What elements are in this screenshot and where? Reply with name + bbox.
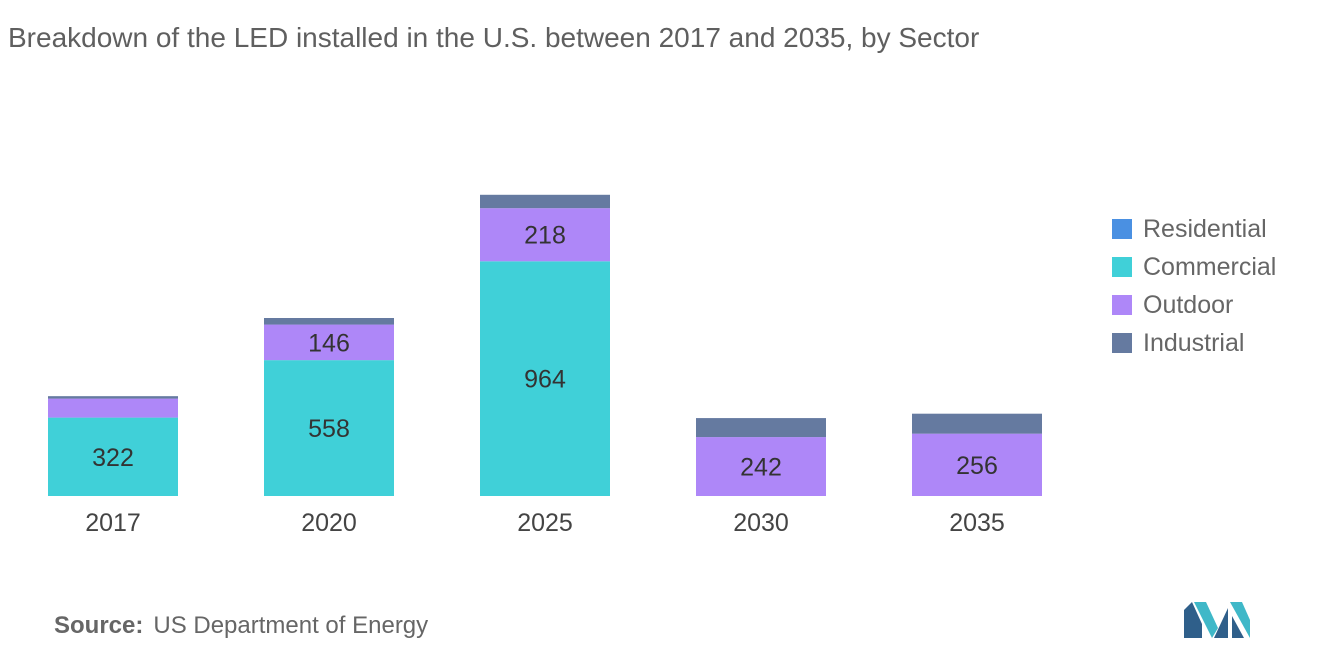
data-label-outdoor-2025: 218 xyxy=(524,222,566,250)
legend-swatch-residential xyxy=(1112,219,1132,239)
legend-label-commercial: Commercial xyxy=(1143,252,1277,281)
bar-commercial-2020 xyxy=(264,360,394,496)
legend-item-residential: Residential xyxy=(1112,210,1276,248)
legend-item-commercial: Commercial xyxy=(1112,248,1276,286)
data-label-outdoor-2030: 242 xyxy=(740,454,782,482)
source-text: US Department of Energy xyxy=(153,612,429,639)
bar-outdoor-2035 xyxy=(912,433,1042,496)
data-label-outdoor-2035: 256 xyxy=(956,452,998,480)
data-label-outdoor-2020: 146 xyxy=(308,329,350,357)
legend-label-residential: Residential xyxy=(1143,214,1267,243)
x-tick-label-2017: 2017 xyxy=(85,509,141,537)
bar-commercial-2025 xyxy=(480,261,610,496)
brand-logo xyxy=(1184,602,1250,638)
bar-industrial-2025 xyxy=(480,194,610,209)
x-tick-label-2020: 2020 xyxy=(301,509,357,537)
x-tick-label-2025: 2025 xyxy=(517,509,573,537)
bar-outdoor-2017 xyxy=(48,398,178,418)
data-label-commercial-2020: 558 xyxy=(308,415,350,443)
data-label-commercial-2025: 964 xyxy=(524,366,566,394)
legend-label-outdoor: Outdoor xyxy=(1143,290,1234,319)
source-label: Source: xyxy=(54,612,144,639)
bar-industrial-2017 xyxy=(48,396,178,399)
bar-outdoor-2025 xyxy=(480,208,610,262)
legend: Residential Commercial Outdoor Industria… xyxy=(1112,210,1276,362)
bar-industrial-2030 xyxy=(696,418,826,438)
legend-swatch-commercial xyxy=(1112,257,1132,277)
legend-swatch-industrial xyxy=(1112,333,1132,353)
x-tick-label-2035: 2035 xyxy=(949,509,1005,537)
data-label-commercial-2017: 322 xyxy=(92,444,134,472)
source-note: Source: US Department of Energy xyxy=(54,612,428,640)
x-tick-label-2030: 2030 xyxy=(733,509,789,537)
bar-industrial-2035 xyxy=(912,413,1042,434)
legend-item-outdoor: Outdoor xyxy=(1112,286,1276,324)
chart-title: Breakdown of the LED installed in the U.… xyxy=(8,22,980,53)
bar-outdoor-2030 xyxy=(696,437,826,496)
legend-item-industrial: Industrial xyxy=(1112,324,1276,362)
legend-label-industrial: Industrial xyxy=(1143,328,1245,357)
bar-industrial-2020 xyxy=(264,318,394,325)
legend-swatch-outdoor xyxy=(1112,295,1132,315)
bar-commercial-2017 xyxy=(48,417,178,496)
bar-outdoor-2020 xyxy=(264,324,394,361)
